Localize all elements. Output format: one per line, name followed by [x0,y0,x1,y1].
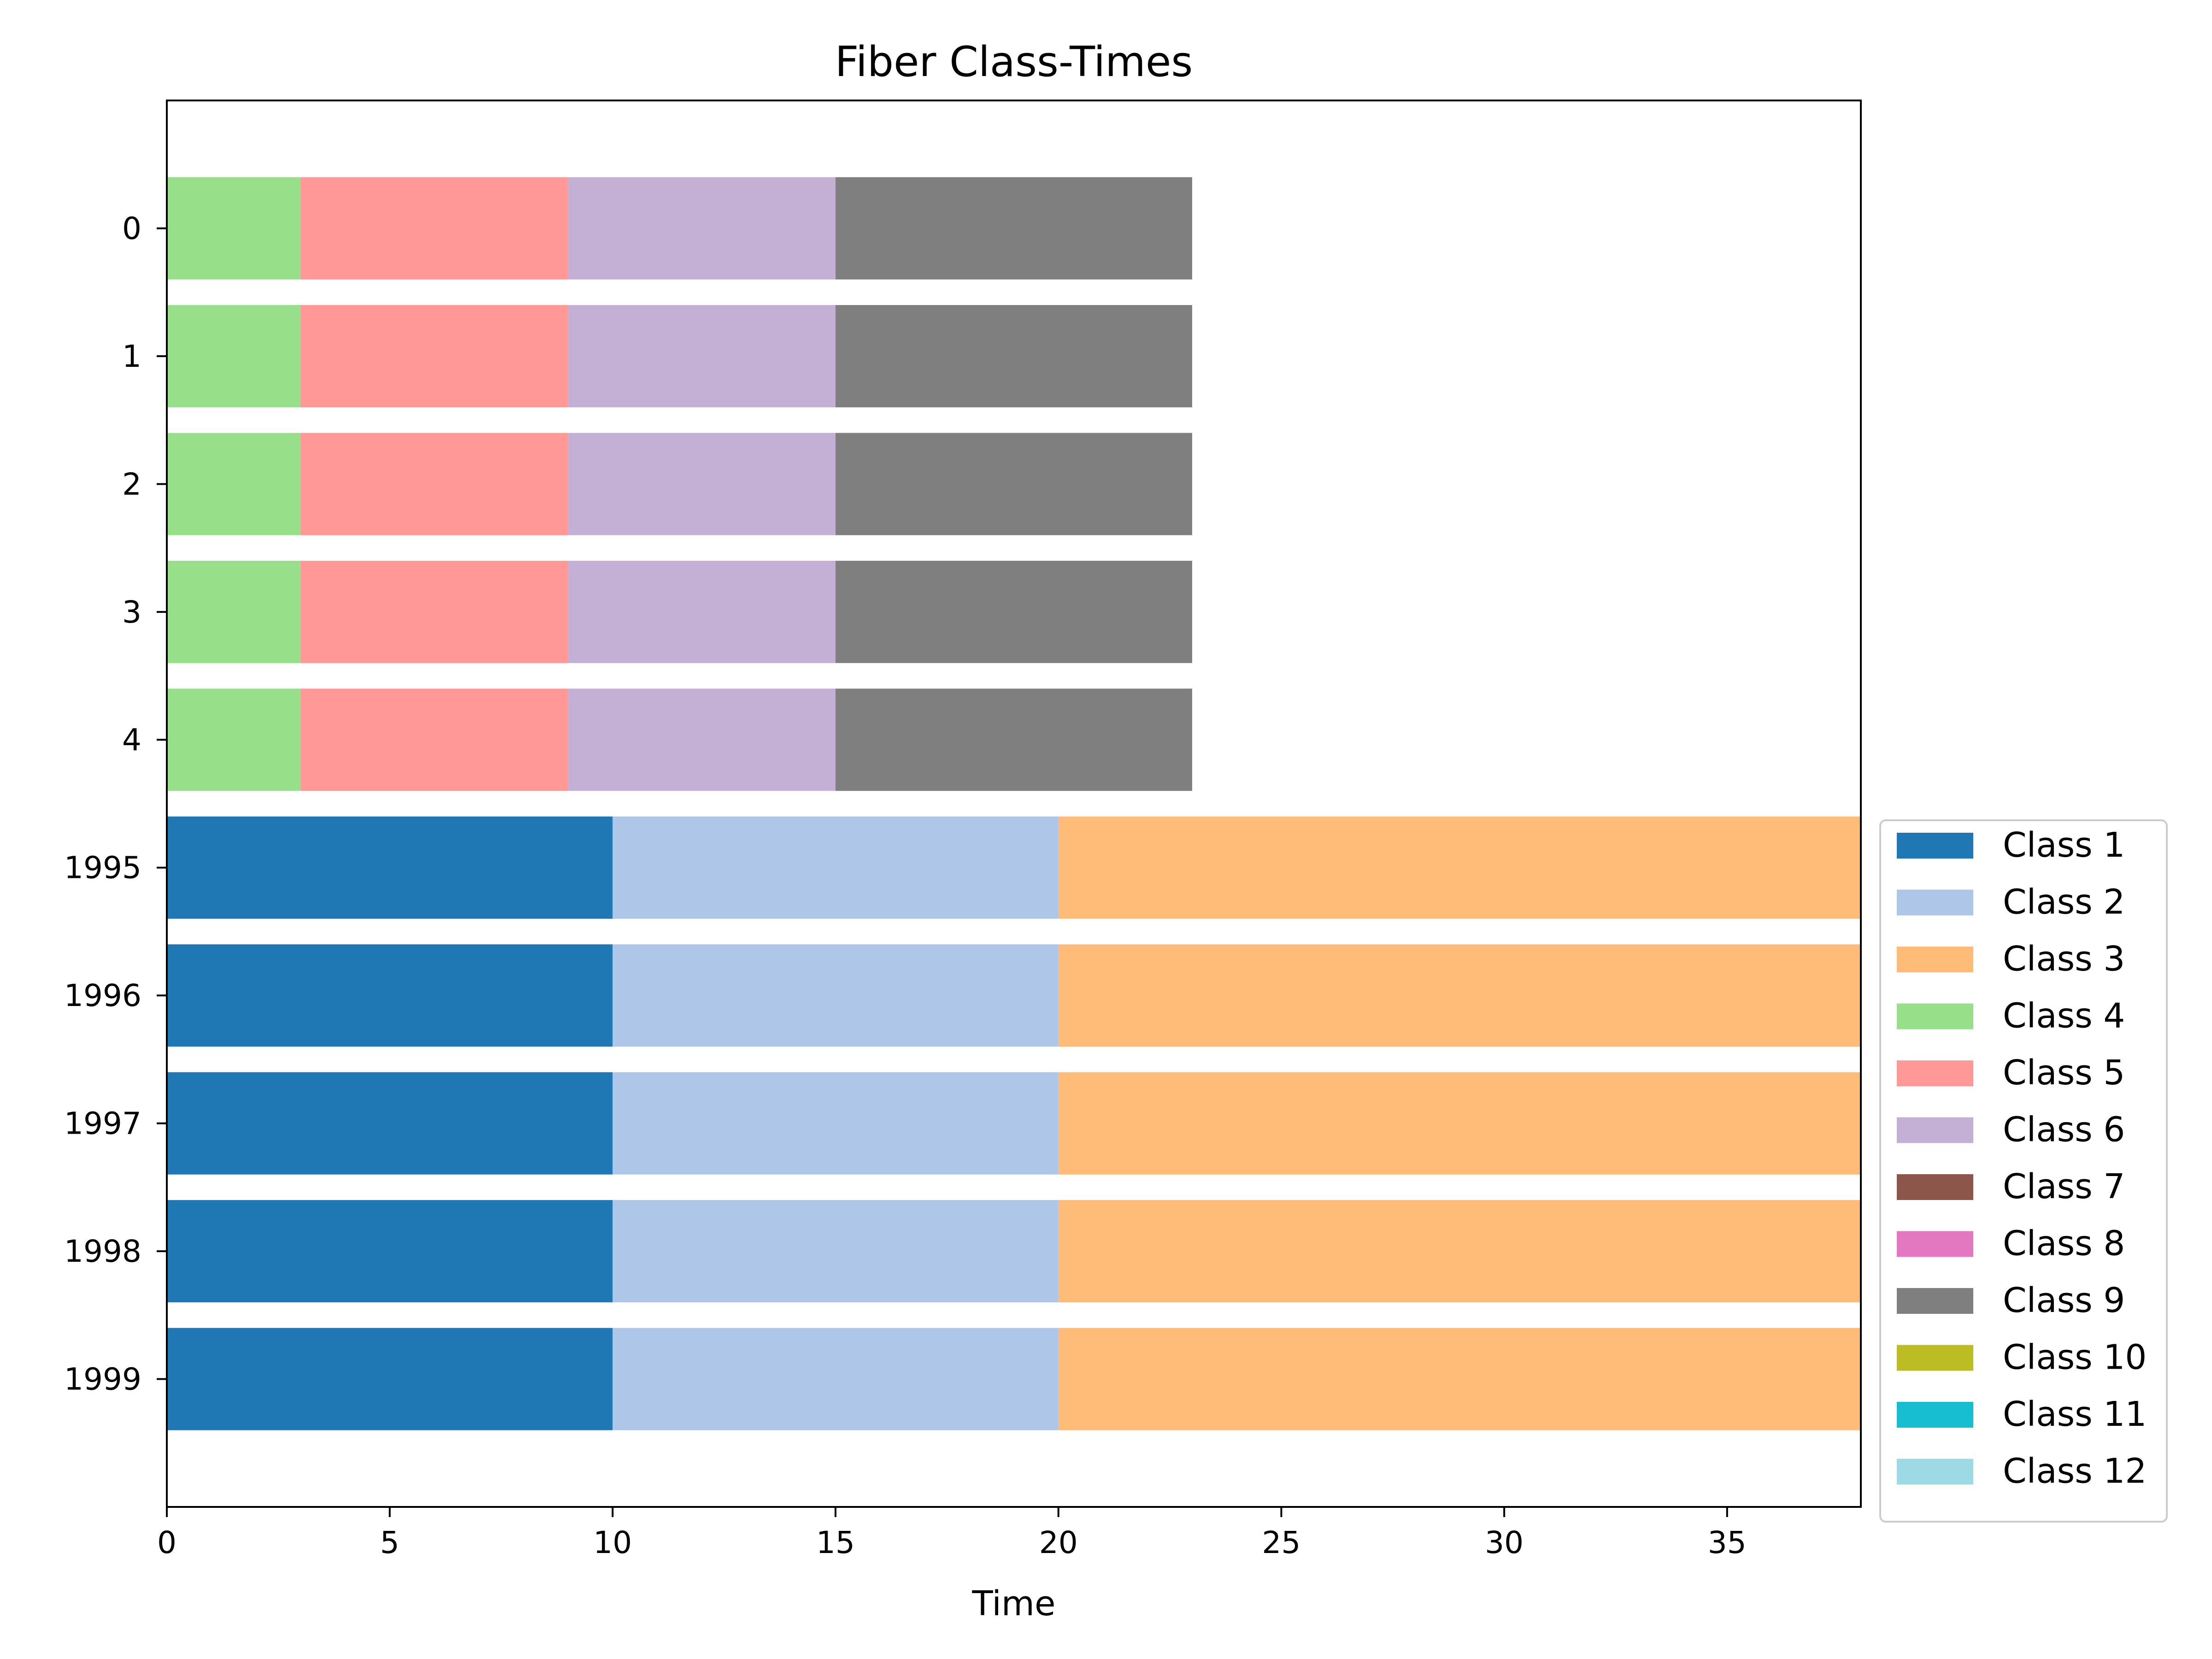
bar-3-class-5 [300,560,568,663]
bar-1997-class-2 [612,1072,1059,1175]
legend-swatch-class-12 [1897,1459,1973,1485]
bar-3-class-4 [167,560,301,663]
bar-0-class-6 [568,177,836,280]
bar-1998-class-3 [1058,1200,1861,1303]
bar-1996-class-3 [1058,944,1861,1047]
legend-label-class-2: Class 2 [2003,882,2125,922]
bar-4-class-9 [835,688,1192,791]
legend-swatch-class-9 [1897,1288,1973,1314]
x-tick-label: 0 [157,1525,176,1560]
chart-title: Fiber Class-Times [835,38,1193,86]
legend-swatch-class-6 [1897,1117,1973,1143]
y-tick-label: 2 [122,466,141,502]
bar-1995-class-1 [167,816,613,919]
bar-2-class-5 [300,433,568,535]
bar-1995-class-3 [1058,816,1861,919]
y-axis: 0 1 2 3 4 1995 1996 1997 1998 1999 [64,211,167,1397]
x-tick-label: 10 [593,1525,632,1560]
bar-1999-class-3 [1058,1328,1861,1430]
x-tick-label: 25 [1262,1525,1300,1560]
legend-label-class-1: Class 1 [2003,825,2125,865]
bar-1996-class-2 [612,944,1059,1047]
bar-3-class-6 [568,560,836,663]
bar-1999-class-1 [167,1328,613,1430]
bar-4-class-6 [568,688,836,791]
legend-label-class-10: Class 10 [2003,1338,2147,1377]
bar-4-class-5 [300,688,568,791]
legend-label-class-3: Class 3 [2003,939,2125,979]
bar-2-class-4 [167,433,301,535]
y-tick-label: 1 [122,339,141,374]
bar-0-class-9 [835,177,1192,280]
x-tick-label: 30 [1485,1525,1524,1560]
x-tick-label: 15 [816,1525,855,1560]
x-axis-title: Time [971,1584,1055,1624]
y-tick-label: 4 [122,722,141,758]
bar-2-class-9 [835,433,1192,535]
y-tick-label: 1996 [64,978,141,1013]
legend-swatch-class-4 [1897,1003,1973,1030]
y-tick-label: 1997 [64,1106,141,1141]
x-tick-label: 5 [380,1525,400,1560]
bar-1-class-9 [835,305,1192,407]
legend-swatch-class-3 [1897,947,1973,972]
bar-2-class-6 [568,433,836,535]
legend-swatch-class-7 [1897,1174,1973,1200]
legend-label-class-5: Class 5 [2003,1053,2125,1093]
plot-frame [166,100,1862,1508]
bar-1-class-5 [300,305,568,407]
x-axis: 0 5 10 15 20 25 30 35 [157,1507,1747,1560]
bar-1-class-6 [568,305,836,407]
x-tick-label: 35 [1708,1525,1747,1560]
bar-0-class-4 [167,177,301,280]
bar-4-class-4 [167,688,301,791]
legend-swatch-class-10 [1897,1345,1973,1371]
bars-group [167,177,1861,1430]
legend-swatch-class-11 [1897,1402,1973,1428]
y-tick-label: 1998 [64,1234,141,1269]
bar-1998-class-1 [167,1200,613,1303]
legend-label-class-4: Class 4 [2003,996,2125,1036]
bar-1997-class-1 [167,1072,613,1175]
bar-1-class-4 [167,305,301,407]
legend-label-class-8: Class 8 [2003,1224,2125,1264]
legend-label-class-11: Class 11 [2003,1394,2147,1434]
x-tick-label: 20 [1039,1525,1078,1560]
legend-swatch-class-5 [1897,1060,1973,1086]
y-tick-label: 0 [122,211,141,246]
legend-swatch-class-1 [1897,833,1973,859]
y-tick-label: 3 [122,594,141,630]
legend-label-class-12: Class 12 [2003,1452,2147,1491]
bar-1996-class-1 [167,944,613,1047]
y-tick-label: 1995 [64,850,141,886]
bar-3-class-9 [835,560,1192,663]
bar-1995-class-2 [612,816,1059,919]
legend-label-class-7: Class 7 [2003,1167,2125,1206]
y-tick-label: 1999 [64,1362,141,1397]
bar-1997-class-3 [1058,1072,1861,1175]
legend-label-class-6: Class 6 [2003,1110,2125,1150]
bar-0-class-5 [300,177,568,280]
bar-1998-class-2 [612,1200,1059,1303]
legend[interactable]: Class 1 Class 2 Class 3 Class 4 Class 5 Class… [1879,819,2168,1523]
legend-label-class-9: Class 9 [2003,1281,2125,1320]
bar-1999-class-2 [612,1328,1059,1430]
legend-swatch-class-2 [1897,889,1973,916]
legend-swatch-class-8 [1897,1231,1973,1257]
